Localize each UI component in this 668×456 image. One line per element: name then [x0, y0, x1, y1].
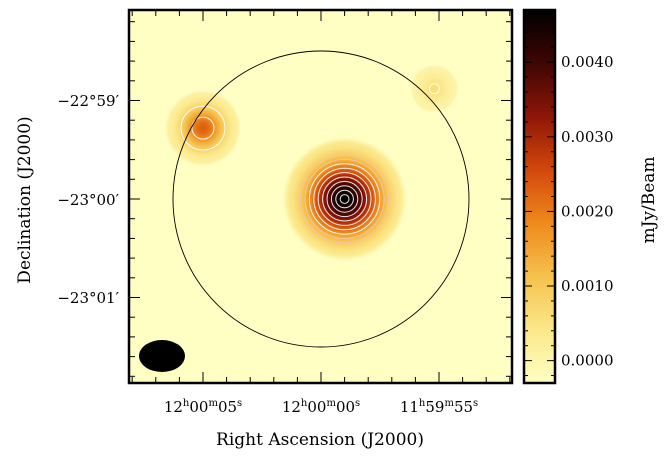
colorbar-tick-label: 0.0000 — [561, 352, 614, 370]
colorbar-label: mJy/Beam — [639, 156, 659, 243]
x-tick-label: 11h59m55s — [400, 398, 478, 416]
central-source-contour — [300, 154, 390, 244]
y-tick-label: −23°01′ — [57, 289, 119, 307]
primary-beam-circle — [172, 50, 470, 348]
central-source-contour — [330, 185, 359, 213]
central-source-contour — [313, 167, 376, 231]
y-tick-label: −23°00′ — [57, 191, 119, 209]
central-source-contour — [317, 172, 372, 226]
central-source-contour — [335, 189, 354, 209]
central-source — [282, 137, 407, 261]
x-axis-label: Right Ascension (J2000) — [216, 430, 424, 450]
nw-source-contour — [428, 83, 440, 95]
central-source-contour — [304, 158, 385, 240]
central-source-contour — [339, 194, 350, 204]
colorbar-ticks — [524, 16, 555, 377]
colorbar-tick-label: 0.0020 — [561, 202, 614, 220]
nw-source — [410, 64, 459, 113]
colorbar-labels: 0.0040 0.0030 0.0020 0.0010 0.0000 — [561, 53, 614, 369]
x-tick-label: 12h00m05s — [164, 398, 242, 416]
y-axis-label: Declination (J2000) — [15, 116, 35, 283]
central-source-contour — [322, 176, 368, 222]
ne-source-contour — [191, 116, 215, 140]
contours-layer — [180, 83, 440, 244]
colorbar-tick-label: 0.0030 — [561, 128, 614, 146]
colorbar-tick-label: 0.0040 — [561, 53, 614, 71]
intensity-map — [129, 10, 512, 383]
colorbar — [524, 10, 555, 383]
ne-source-contour — [180, 105, 226, 151]
ne-source — [165, 90, 241, 167]
x-tick-label: 12h00m00s — [282, 398, 360, 416]
central-source-contour — [308, 163, 381, 235]
central-source-contour — [326, 180, 363, 218]
colorbar-tick-label: 0.0010 — [561, 277, 614, 295]
y-tick-label: −22°59′ — [57, 92, 119, 110]
map-ticks — [129, 10, 512, 383]
synthesized-beam-ellipse — [139, 340, 185, 372]
